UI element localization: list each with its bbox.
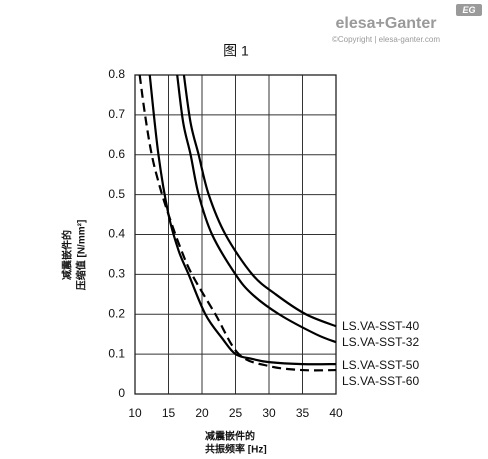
series-label: LS.VA-SST-50 <box>342 358 419 372</box>
x-axis-label: 共振频率 [Hz] <box>205 443 267 454</box>
plot-frame <box>134 74 337 395</box>
y-tick-label: 0.3 <box>108 267 125 281</box>
line-series <box>176 74 337 344</box>
line-series <box>138 74 337 372</box>
series-label: LS.VA-SST-60 <box>342 374 419 388</box>
y-tick-label: 0.2 <box>108 306 125 320</box>
logo-badge: EG <box>462 5 475 15</box>
x-tick-label: 10 <box>128 406 142 420</box>
logo-badge-box <box>456 4 482 16</box>
y-tick-label: 0.6 <box>108 147 125 161</box>
x-tick-label: 20 <box>195 406 209 420</box>
y-tick-label: 0.1 <box>108 346 125 360</box>
line-series <box>182 74 337 328</box>
x-axis-label: 减震嵌件的 <box>205 430 255 443</box>
series-label: LS.VA-SST-40 <box>342 319 419 333</box>
logo-brand[interactable]: elesa+Ganter <box>336 15 437 32</box>
y-tick-label: 0 <box>118 386 125 400</box>
y-axis-label: 减震嵌件的 <box>61 230 74 280</box>
x-tick-label: 35 <box>296 406 310 420</box>
x-tick-label: 25 <box>229 406 243 420</box>
y-tick-label: 0.8 <box>108 67 125 81</box>
y-tick-label: 0.5 <box>108 187 125 201</box>
y-axis-label: 压缩值 [N/mm²] <box>75 220 88 291</box>
x-tick-label: 30 <box>262 406 276 420</box>
chart-title: 图 1 <box>223 43 249 59</box>
line-series <box>148 74 337 366</box>
x-tick-label: 15 <box>162 406 176 420</box>
logo-copyright: ©Copyright | elesa-ganter.com <box>332 35 440 44</box>
x-tick-label: 40 <box>329 406 343 420</box>
series-label: LS.VA-SST-32 <box>342 335 419 349</box>
y-tick-label: 0.7 <box>108 107 125 121</box>
y-tick-label: 0.4 <box>108 227 125 241</box>
